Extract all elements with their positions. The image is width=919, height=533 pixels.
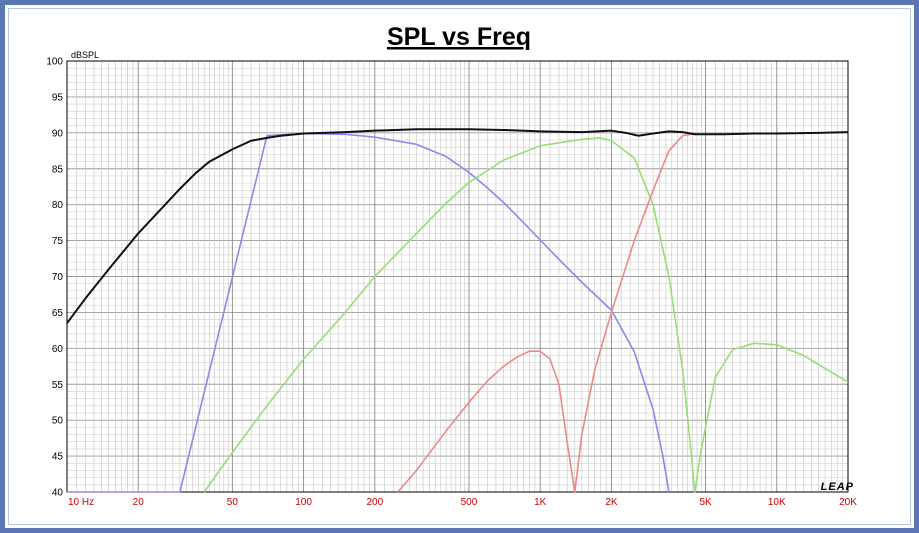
y-tick-label: 40 bbox=[52, 488, 64, 499]
x-tick-label: 20 bbox=[133, 497, 145, 508]
series-line bbox=[67, 132, 670, 493]
x-tick-label: 5K bbox=[699, 497, 712, 508]
x-tick-labels: 10 Hz 20 50 100 200 500 1K 2K 5K 10K 20K bbox=[68, 497, 857, 508]
y-tick-label: 55 bbox=[52, 380, 64, 391]
y-tick-label: 65 bbox=[52, 308, 64, 319]
response-curves bbox=[66, 128, 849, 493]
series-line bbox=[66, 128, 849, 324]
x-tick-label: 50 bbox=[227, 497, 239, 508]
y-tick-label: 80 bbox=[52, 200, 64, 211]
plot-grid bbox=[66, 60, 848, 493]
x-tick-label: 1K bbox=[534, 497, 547, 508]
chart-title: SPL vs Freq bbox=[387, 23, 531, 51]
y-tick-label: 95 bbox=[52, 92, 64, 103]
series-line bbox=[203, 137, 849, 493]
chart-panel bbox=[8, 8, 911, 525]
series-line bbox=[397, 132, 695, 493]
y-tick-label: 100 bbox=[46, 57, 63, 68]
x-tick-label: 2K bbox=[605, 497, 618, 508]
x-tick-label: 100 bbox=[295, 497, 312, 508]
y-tick-label: 75 bbox=[52, 236, 64, 247]
y-tick-label: 45 bbox=[52, 452, 64, 463]
x-tick-label: 500 bbox=[461, 497, 478, 508]
x-tick-label: 20K bbox=[839, 497, 857, 508]
y-tick-label: 50 bbox=[52, 416, 64, 427]
plot-border bbox=[66, 60, 849, 493]
spl-chart: SPL vs Freq dBSPL 100 95 90 85 80 75 70 65 60 55 5… bbox=[46, 23, 857, 508]
y-tick-label: 60 bbox=[52, 344, 64, 355]
leap-logo: LEAP bbox=[821, 481, 854, 493]
y-axis-unit-label: dBSPL bbox=[71, 50, 99, 60]
x-tick-label: 10 Hz bbox=[68, 497, 94, 508]
y-tick-labels: 100 95 90 85 80 75 70 65 60 55 50 45 40 bbox=[46, 57, 63, 499]
y-tick-label: 70 bbox=[52, 272, 64, 283]
y-tick-label: 90 bbox=[52, 128, 64, 139]
x-tick-label: 200 bbox=[366, 497, 383, 508]
x-tick-label: 10K bbox=[768, 497, 786, 508]
y-tick-label: 85 bbox=[52, 164, 64, 175]
